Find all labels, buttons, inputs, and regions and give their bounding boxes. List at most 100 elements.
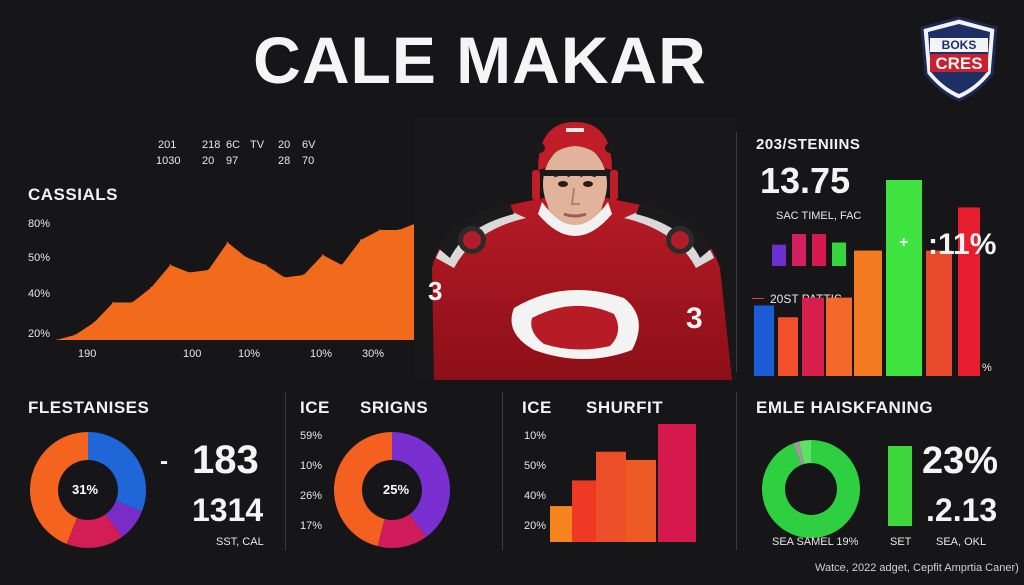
team-logo: BOKS CRES [920,16,998,102]
area-point [131,301,134,304]
area-chart-label: CASSIALS [28,185,118,204]
page-title: CALE MAKAR [253,23,707,97]
right-top-small-pct: % [982,362,992,374]
y-tick: 40% [28,288,51,300]
panel4-big2: .2.13 [926,492,998,528]
bar [778,317,798,376]
table-cell: 218 [202,139,221,151]
area-point [74,334,76,336]
y-tick: 20% [28,328,51,340]
panel1-foot: SST, CAL [216,536,264,548]
bar [658,424,696,542]
table-cell: 201 [158,139,177,151]
y-tick: 40% [524,490,547,502]
donut-slice [762,440,860,538]
mini-bar [792,234,806,266]
panel4-foot-a: SEA SAMEL 19% [772,536,859,548]
area-point [188,271,191,274]
donut-slice [392,432,450,537]
area-point [321,254,324,256]
x-tick: 30% [362,348,385,360]
y-tick: 20% [524,520,547,532]
panel1-header: FLESTANISES [28,398,150,417]
area-point [302,274,305,276]
bar [754,305,774,376]
bar [596,451,626,542]
logo-top-text: BOKS [942,38,977,52]
area-point [283,276,286,279]
area-point [207,269,210,271]
area-point [93,321,95,324]
table-cell: TV [250,139,265,151]
mini-bar [812,234,826,266]
x-tick: 100 [183,348,202,360]
table-cell: 6V [302,139,316,151]
area-chart [56,221,418,340]
table-cell: 1030 [156,155,181,167]
x-tick: 10% [310,348,333,360]
panel4-foot-c: SEA, OKL [936,536,987,548]
area-point [245,256,248,259]
top-table-row1: 201 218 6C TV 20 6V [158,139,315,151]
svg-text:3: 3 [686,302,703,335]
area-point [264,264,267,266]
x-tick: 10% [238,348,261,360]
mini-bar-chart [772,234,846,266]
right-top-pct-value: :11% [928,228,997,261]
area-point [340,264,343,266]
logo-main-text: CRES [935,54,982,73]
y-tick: 80% [28,218,51,230]
y-tick: 17% [300,520,323,532]
donut-slice [792,441,805,465]
bar [550,506,572,542]
bar [802,297,824,376]
top-table-row2: 1030 20 97 28 70 [156,155,314,167]
table-cell: 70 [302,155,315,167]
divider [736,392,737,550]
divider [736,132,737,372]
player-photo: 3 3 [414,118,736,380]
panel2-header-b: SRIGNS [360,398,429,417]
right-top-sub-label: SAC TIMEL, FAC [776,210,862,222]
divider [285,392,286,550]
divider [502,392,503,550]
pct-marker: + [899,234,909,251]
y-tick: 10% [300,460,323,472]
bar [826,297,852,376]
area-point [112,301,114,304]
right-bar-chart [754,180,980,376]
panel4-foot-b: SET [890,536,912,548]
area-point [398,229,400,231]
panel1-dash: - [160,448,168,475]
panel2-donut [334,432,450,548]
panel3-header-a: ICE [522,398,552,417]
area-point [360,239,362,241]
svg-text:3: 3 [428,276,442,306]
table-cell: 28 [278,155,291,167]
y-tick: 50% [28,252,51,264]
area-point [379,229,381,231]
y-tick: 10% [524,430,547,442]
donut-slice [798,440,811,464]
donut-slice [88,432,146,512]
panel1-donut-center: 31% [72,482,99,497]
panel4-header: EMLE HAISKFANING [756,398,934,417]
table-cell: 6C [226,139,241,151]
area-point [169,264,172,266]
bar [886,180,922,376]
donut-slice [105,501,142,537]
panel1-big2: 1314 [192,492,264,528]
table-cell: 97 [226,155,239,167]
y-tick: 26% [300,490,323,502]
area-point [56,339,57,340]
bar [926,250,952,376]
mini-bar [772,244,786,266]
panel2-donut-center: 25% [383,482,410,497]
panel4-bar [888,446,912,526]
y-tick: 50% [524,460,547,472]
area-series [56,222,418,340]
panel1-donut [30,432,146,548]
panel1-big1: 183 [192,438,259,482]
donut-slice [334,432,392,547]
mini-bar [832,242,846,266]
